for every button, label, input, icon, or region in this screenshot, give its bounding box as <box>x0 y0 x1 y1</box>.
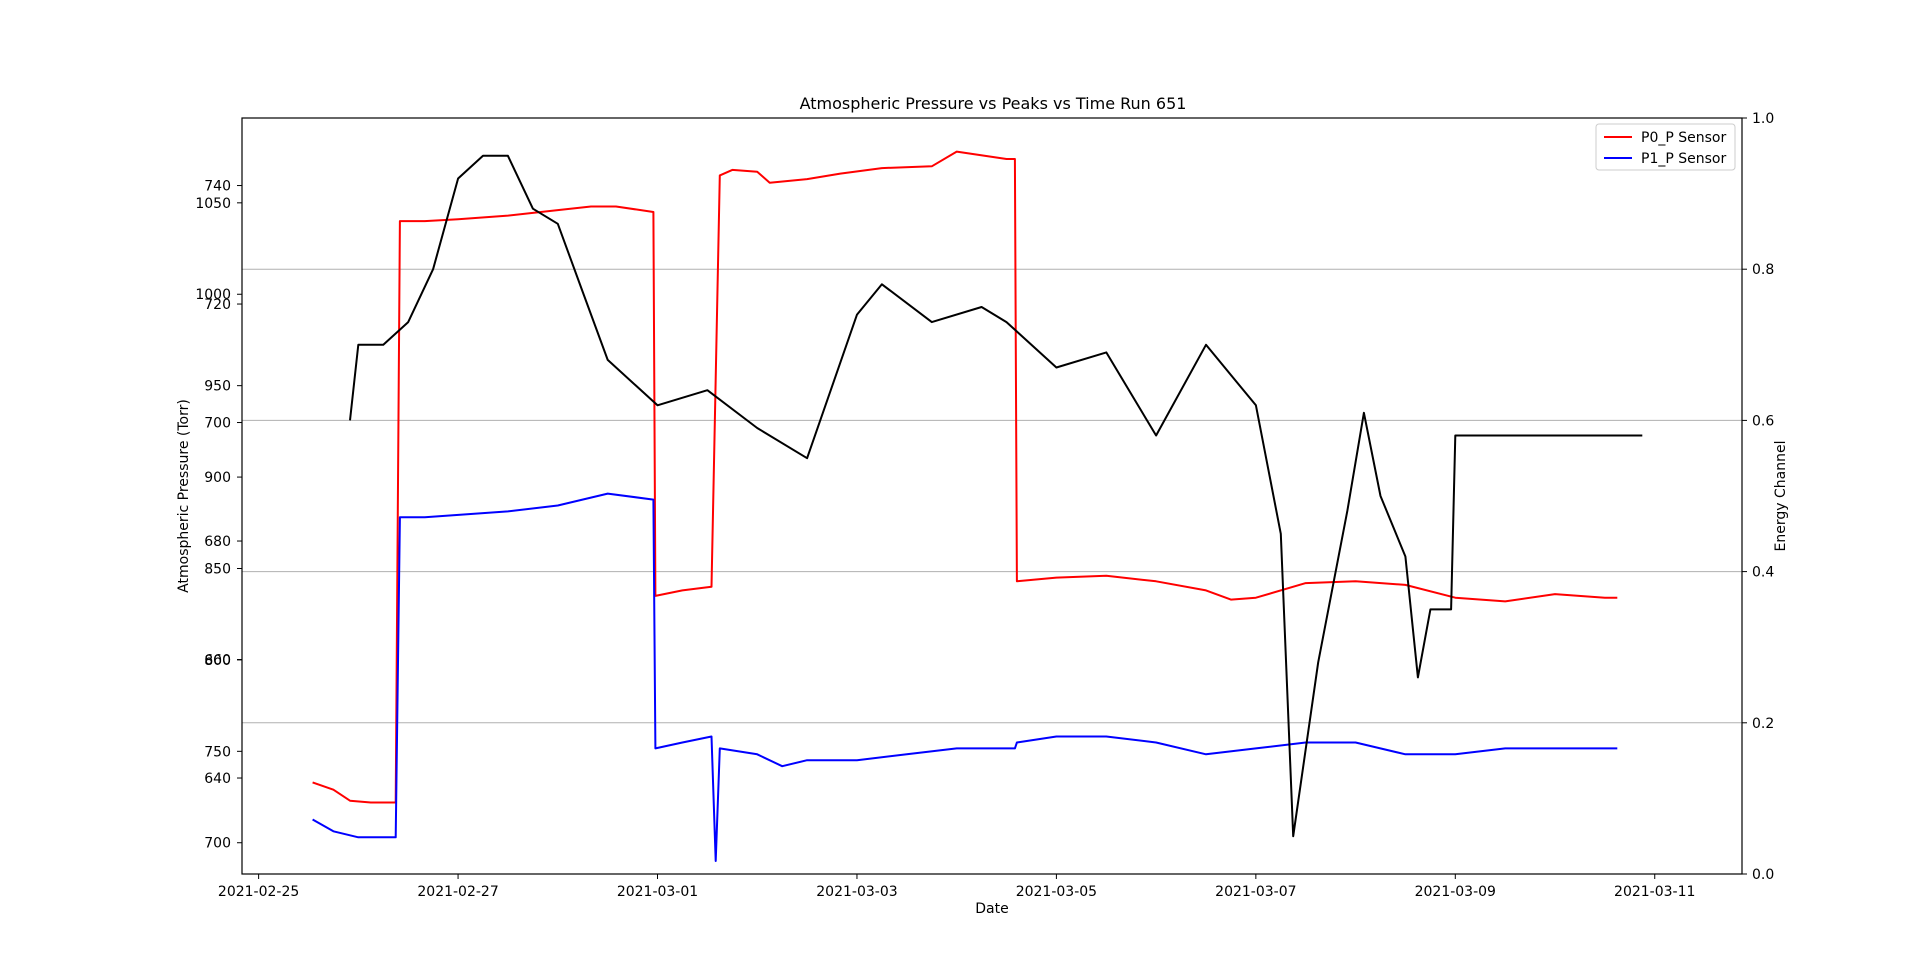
x-tick-label: 2021-03-11 <box>1614 884 1695 900</box>
x-axis-label: Date <box>975 901 1008 917</box>
left-tick-label: 700 <box>204 416 231 432</box>
left-tick-label: 950 <box>204 379 231 395</box>
right-tick-label: 1.0 <box>1752 111 1774 127</box>
left-tick-label: 700 <box>204 836 231 852</box>
right-axis-label: Energy Channel <box>1773 441 1789 552</box>
left-tick-label: 800 <box>204 653 231 669</box>
x-tick-label: 2021-03-07 <box>1215 884 1296 900</box>
legend: P0_P Sensor P1_P Sensor <box>1595 123 1736 171</box>
right-tick-label: 0.6 <box>1752 413 1774 429</box>
left-tick-label: 640 <box>204 771 231 787</box>
left-tick-label: 1000 <box>195 287 231 303</box>
left-axis-label: Atmospheric Pressure (Torr) <box>176 399 192 593</box>
left-axis-ticks: 1050740100072095070090068085080066075064… <box>195 179 242 852</box>
x-tick-label: 2021-03-05 <box>1016 884 1097 900</box>
x-axis-ticks: 2021-02-25 2021-02-27 2021-03-01 2021-03-03… <box>218 874 1695 900</box>
chart-title: Atmospheric Pressure vs Peaks vs Time Ru… <box>800 94 1187 113</box>
x-tick-label: 2021-02-25 <box>218 884 299 900</box>
right-tick-label: 0.2 <box>1752 716 1774 732</box>
series-line-1 <box>312 492 1618 862</box>
left-tick-label: 750 <box>204 744 231 760</box>
legend-label-p0: P0_P Sensor <box>1641 130 1726 146</box>
right-tick-label: 0.4 <box>1752 565 1774 581</box>
right-tick-label: 0.0 <box>1752 867 1774 883</box>
left-tick-label: 720 <box>204 297 231 313</box>
right-tick-label: 0.8 <box>1752 262 1774 278</box>
plot-frame <box>241 117 1743 875</box>
left-tick-label: 680 <box>204 534 231 550</box>
x-tick-label: 2021-03-01 <box>617 884 698 900</box>
left-tick-label: 740 <box>204 179 231 195</box>
series-line-2 <box>349 154 1643 838</box>
x-tick-label: 2021-02-27 <box>417 884 498 900</box>
legend-label-p1: P1_P Sensor <box>1641 151 1726 167</box>
left-tick-label: 850 <box>204 561 231 577</box>
series-line-0 <box>312 150 1618 804</box>
left-tick-label: 900 <box>204 470 231 486</box>
series-layer <box>312 150 1643 862</box>
right-axis-ticks: 0.0 0.2 0.4 0.6 0.8 1.0 <box>1742 111 1774 883</box>
left-tick-label: 1050 <box>195 196 231 212</box>
x-tick-label: 2021-03-03 <box>816 884 897 900</box>
x-tick-label: 2021-03-09 <box>1415 884 1496 900</box>
left-tick-label: 660 <box>204 653 231 669</box>
